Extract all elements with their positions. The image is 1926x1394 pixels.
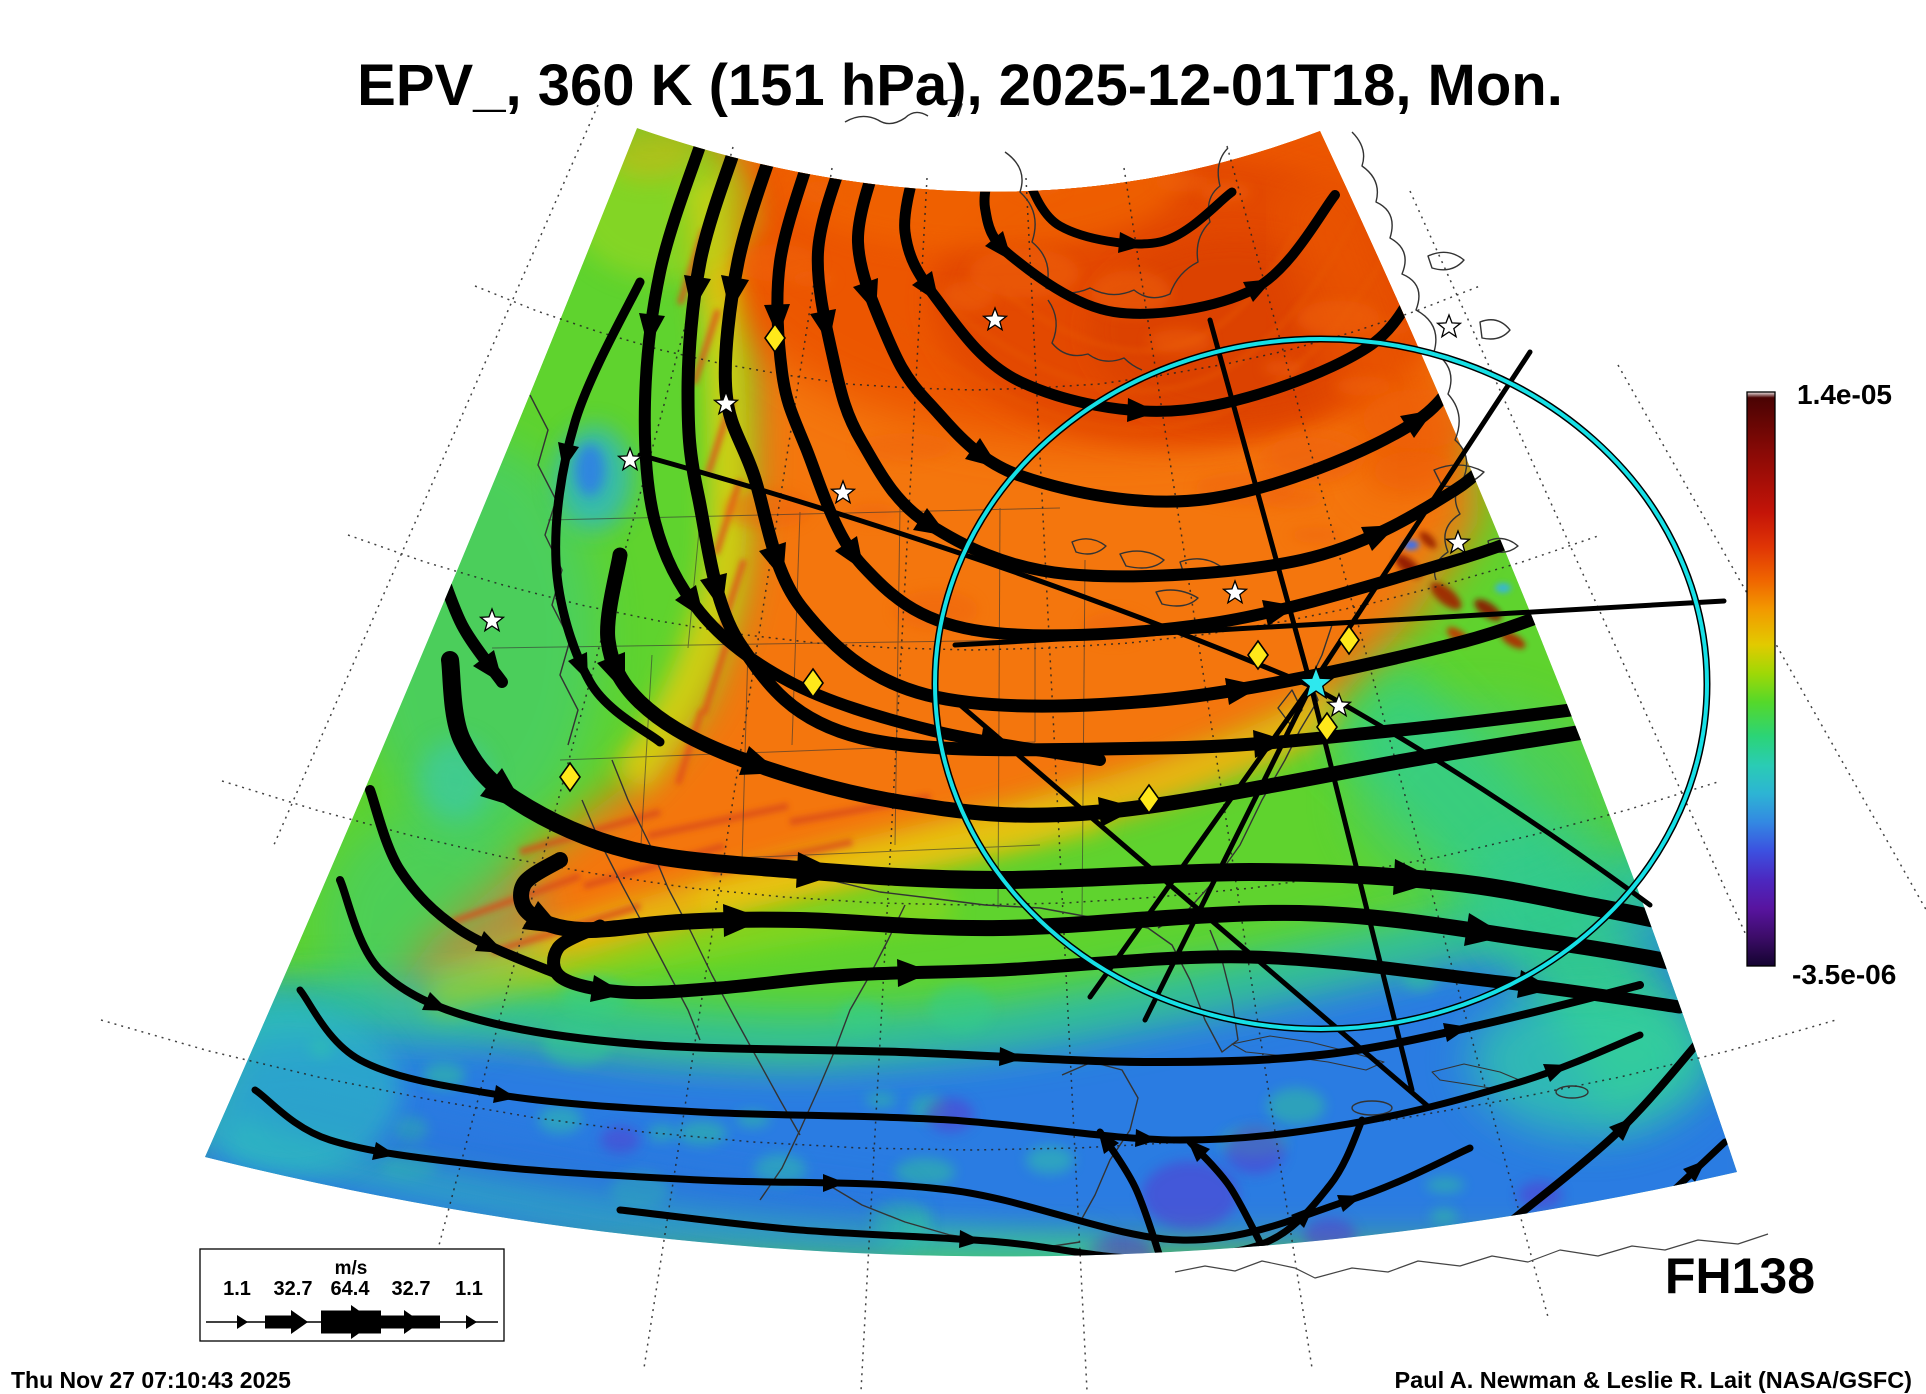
svg-text:Thu Nov 27 07:10:43 2025: Thu Nov 27 07:10:43 2025 <box>11 1367 291 1393</box>
svg-text:1.4e-05: 1.4e-05 <box>1797 379 1892 410</box>
svg-text:Paul A. Newman & Leslie R. Lai: Paul A. Newman & Leslie R. Lait (NASA/GS… <box>1394 1367 1912 1393</box>
svg-text:FH138: FH138 <box>1665 1248 1815 1304</box>
svg-text:-3.5e-06: -3.5e-06 <box>1792 959 1896 990</box>
svg-text:1.1: 1.1 <box>455 1278 483 1300</box>
svg-text:EPV_, 360 K (151 hPa), 2025-12: EPV_, 360 K (151 hPa), 2025-12-01T18, Mo… <box>357 53 1563 118</box>
svg-text:32.7: 32.7 <box>392 1278 431 1300</box>
svg-text:1.1: 1.1 <box>223 1278 251 1300</box>
svg-text:32.7: 32.7 <box>274 1278 313 1300</box>
svg-text:m/s: m/s <box>335 1258 368 1279</box>
svg-text:64.4: 64.4 <box>331 1278 371 1300</box>
